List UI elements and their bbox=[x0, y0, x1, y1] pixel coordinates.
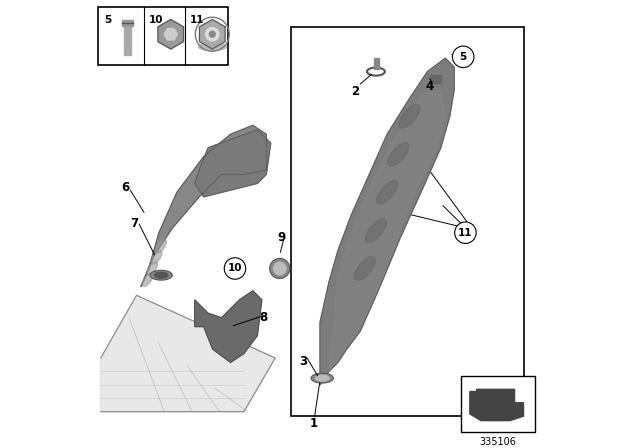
Polygon shape bbox=[164, 29, 177, 40]
Text: 10: 10 bbox=[228, 263, 242, 273]
Bar bbox=[429, 75, 441, 83]
Ellipse shape bbox=[376, 181, 397, 204]
Ellipse shape bbox=[152, 250, 162, 264]
Text: 9: 9 bbox=[278, 231, 286, 244]
Text: 3: 3 bbox=[299, 355, 307, 368]
Bar bbox=[291, 27, 524, 416]
Text: 7: 7 bbox=[130, 217, 138, 230]
Polygon shape bbox=[195, 130, 271, 197]
Text: 8: 8 bbox=[259, 311, 268, 324]
Circle shape bbox=[205, 28, 219, 41]
Circle shape bbox=[454, 222, 476, 243]
Polygon shape bbox=[470, 389, 524, 421]
Circle shape bbox=[209, 31, 215, 37]
Polygon shape bbox=[100, 295, 275, 412]
Text: 10: 10 bbox=[148, 15, 163, 25]
Bar bbox=[122, 20, 133, 26]
Polygon shape bbox=[329, 90, 445, 371]
Ellipse shape bbox=[143, 273, 153, 286]
Ellipse shape bbox=[316, 375, 329, 381]
Ellipse shape bbox=[154, 272, 168, 278]
Ellipse shape bbox=[311, 373, 333, 383]
Ellipse shape bbox=[355, 257, 375, 280]
Ellipse shape bbox=[273, 262, 286, 275]
Circle shape bbox=[452, 46, 474, 68]
Polygon shape bbox=[141, 125, 266, 286]
Text: 4: 4 bbox=[426, 80, 434, 93]
Text: 6: 6 bbox=[121, 181, 129, 194]
Bar bbox=[124, 26, 131, 56]
Ellipse shape bbox=[365, 219, 387, 242]
Polygon shape bbox=[195, 291, 262, 362]
Bar bbox=[99, 7, 228, 65]
Text: 5: 5 bbox=[460, 52, 467, 62]
Text: 11: 11 bbox=[190, 15, 204, 25]
Text: 335106: 335106 bbox=[479, 437, 516, 447]
Ellipse shape bbox=[156, 239, 166, 253]
Bar bbox=[461, 376, 535, 432]
Text: 11: 11 bbox=[458, 228, 473, 238]
Circle shape bbox=[224, 258, 246, 279]
Text: 5: 5 bbox=[104, 15, 111, 25]
Ellipse shape bbox=[269, 258, 290, 279]
Polygon shape bbox=[320, 58, 454, 385]
Polygon shape bbox=[200, 19, 225, 49]
Text: 1: 1 bbox=[310, 417, 318, 430]
Ellipse shape bbox=[399, 104, 420, 128]
Ellipse shape bbox=[150, 270, 172, 280]
Text: 2: 2 bbox=[351, 85, 359, 98]
Ellipse shape bbox=[147, 262, 157, 275]
Bar bbox=[374, 58, 379, 69]
Ellipse shape bbox=[388, 142, 409, 166]
Ellipse shape bbox=[198, 43, 227, 51]
Polygon shape bbox=[158, 19, 184, 49]
